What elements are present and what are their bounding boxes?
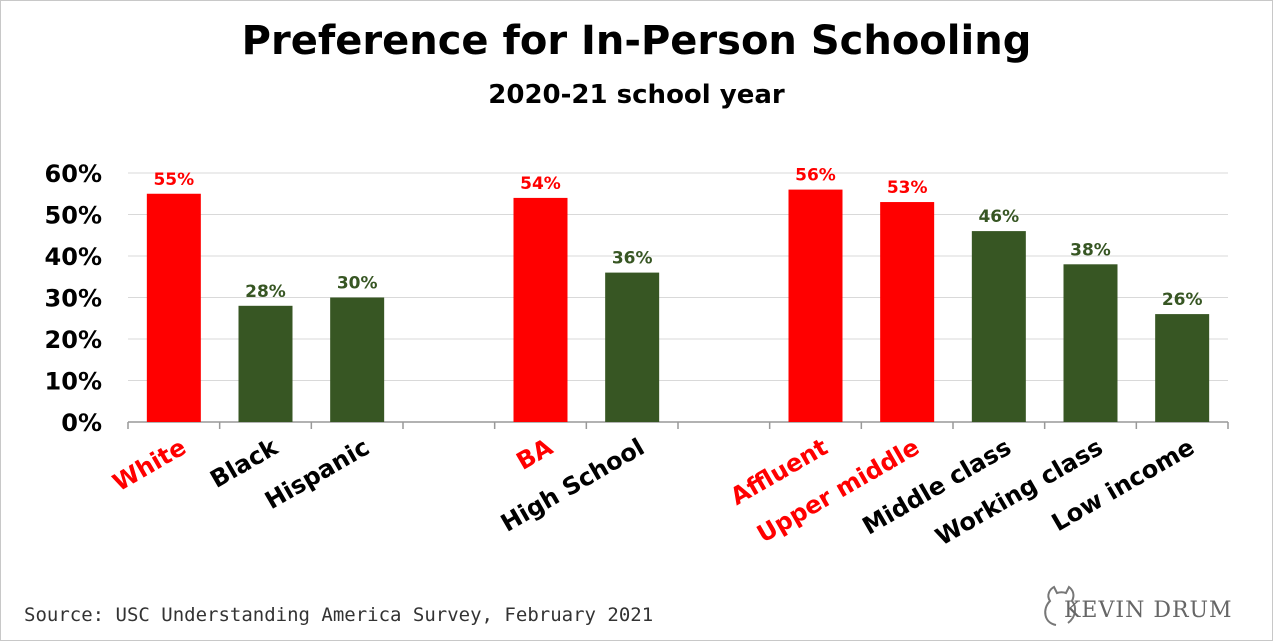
y-tick-label: 30%: [45, 285, 102, 313]
bar: [330, 297, 385, 422]
data-label: 26%: [1162, 290, 1203, 310]
data-label: 55%: [153, 170, 194, 190]
data-label: 56%: [795, 166, 836, 186]
cat-logo-icon: [1044, 585, 1077, 626]
data-label: 46%: [978, 207, 1019, 227]
data-label: 54%: [520, 174, 561, 194]
bar: [1063, 264, 1118, 422]
data-label: 30%: [337, 274, 378, 294]
y-tick-label: 0%: [61, 409, 102, 437]
y-tick-label: 40%: [45, 243, 102, 271]
bar: [513, 197, 568, 422]
logo-text: KEVIN DRUM: [1064, 598, 1233, 623]
data-label: 38%: [1070, 240, 1111, 260]
x-tick-label: Hispanic: [260, 433, 374, 515]
bar: [880, 202, 935, 422]
x-tick-label: Upper middle: [752, 433, 924, 548]
data-label: 53%: [887, 178, 928, 198]
bar: [971, 231, 1026, 422]
y-tick-label: 50%: [45, 202, 102, 230]
bar: [146, 193, 201, 422]
data-label: 36%: [612, 249, 653, 269]
source-note: Source: USC Understanding America Survey…: [24, 604, 654, 626]
bar: [1155, 314, 1210, 422]
chart-subtitle: 2020-21 school year: [488, 80, 785, 110]
bar: [605, 272, 660, 422]
y-tick-label: 20%: [45, 326, 102, 354]
x-tick-label: BA: [512, 433, 558, 476]
y-tick-label: 10%: [45, 368, 102, 396]
y-tick-label: 60%: [45, 160, 102, 188]
bar: [238, 305, 293, 422]
bar: [788, 189, 843, 422]
chart-title: Preference for In-Person Schooling: [241, 18, 1032, 64]
data-label: 28%: [245, 282, 286, 302]
x-tick-label: White: [108, 433, 191, 497]
